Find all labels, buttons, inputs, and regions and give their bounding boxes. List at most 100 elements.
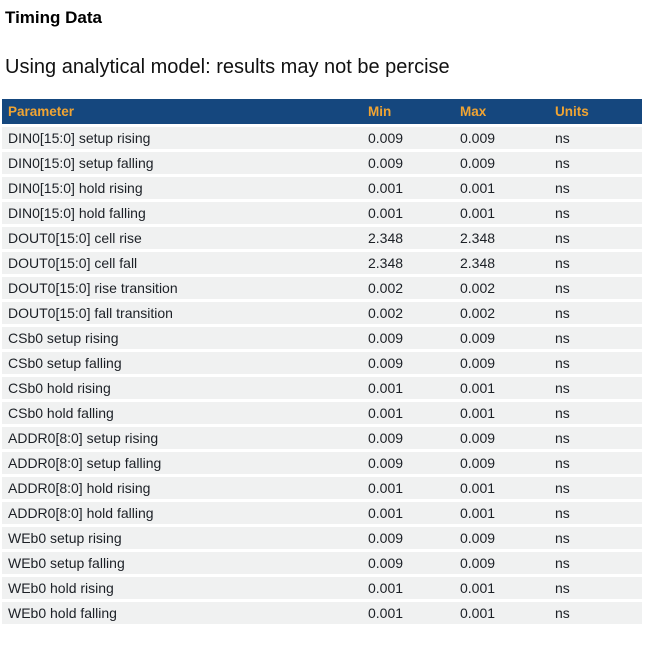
min-cell: 0.001: [366, 375, 458, 402]
table-row: WEb0 hold rising 0.001 0.001 ns: [2, 575, 642, 602]
page-subtitle: Using analytical model: results may not …: [5, 56, 450, 78]
min-cell: 0.009: [366, 150, 458, 177]
min-cell: 0.001: [366, 500, 458, 527]
parameter-cell: WEb0 setup rising: [2, 525, 366, 552]
units-cell: ns: [553, 325, 642, 352]
units-cell: ns: [553, 300, 642, 327]
max-cell: 0.001: [458, 475, 553, 502]
table-row: WEb0 setup rising 0.009 0.009 ns: [2, 525, 642, 552]
parameter-cell: DOUT0[15:0] rise transition: [2, 275, 366, 302]
min-cell: 0.001: [366, 200, 458, 227]
min-cell: 0.009: [366, 525, 458, 552]
parameter-cell: ADDR0[8:0] setup rising: [2, 425, 366, 452]
table-row: DOUT0[15:0] fall transition 0.002 0.002 ns: [2, 300, 642, 327]
table-row: CSb0 setup rising 0.009 0.009 ns: [2, 325, 642, 352]
table-row: DIN0[15:0] hold falling 0.001 0.001 ns: [2, 200, 642, 227]
table-row: CSb0 hold rising 0.001 0.001 ns: [2, 375, 642, 402]
table-row: ADDR0[8:0] setup falling 0.009 0.009 ns: [2, 450, 642, 477]
max-cell: 0.001: [458, 600, 553, 627]
max-cell: 2.348: [458, 225, 553, 252]
min-cell: 0.009: [366, 125, 458, 152]
parameter-cell: WEb0 hold rising: [2, 575, 366, 602]
page-title: Timing Data: [5, 8, 102, 27]
table-row: DIN0[15:0] setup falling 0.009 0.009 ns: [2, 150, 642, 177]
parameter-cell: CSb0 setup rising: [2, 325, 366, 352]
max-cell: 0.009: [458, 125, 553, 152]
parameter-cell: DIN0[15:0] hold rising: [2, 175, 366, 202]
units-cell: ns: [553, 575, 642, 602]
table-body: DIN0[15:0] setup rising 0.009 0.009 ns DIN0[…: [2, 125, 642, 627]
parameter-cell: ADDR0[8:0] hold falling: [2, 500, 366, 527]
units-cell: ns: [553, 475, 642, 502]
min-cell: 0.009: [366, 350, 458, 377]
min-cell: 2.348: [366, 225, 458, 252]
units-cell: ns: [553, 425, 642, 452]
min-cell: 0.002: [366, 300, 458, 327]
units-cell: ns: [553, 350, 642, 377]
max-cell: 0.009: [458, 550, 553, 577]
parameter-cell: DOUT0[15:0] fall transition: [2, 300, 366, 327]
max-cell: 0.001: [458, 200, 553, 227]
units-cell: ns: [553, 450, 642, 477]
column-header-max: Max: [458, 99, 553, 127]
parameter-cell: CSb0 hold rising: [2, 375, 366, 402]
min-cell: 0.009: [366, 550, 458, 577]
min-cell: 0.001: [366, 475, 458, 502]
max-cell: 0.002: [458, 300, 553, 327]
parameter-cell: DOUT0[15:0] cell fall: [2, 250, 366, 277]
table-row: DOUT0[15:0] cell fall 2.348 2.348 ns: [2, 250, 642, 277]
max-cell: 0.001: [458, 375, 553, 402]
units-cell: ns: [553, 150, 642, 177]
max-cell: 0.001: [458, 500, 553, 527]
table-row: DIN0[15:0] hold rising 0.001 0.001 ns: [2, 175, 642, 202]
units-cell: ns: [553, 225, 642, 252]
table-header-row: Parameter Min Max Units: [2, 99, 642, 127]
table-row: DOUT0[15:0] rise transition 0.002 0.002 ns: [2, 275, 642, 302]
units-cell: ns: [553, 525, 642, 552]
max-cell: 0.002: [458, 275, 553, 302]
max-cell: 2.348: [458, 250, 553, 277]
min-cell: 0.002: [366, 275, 458, 302]
parameter-cell: DIN0[15:0] hold falling: [2, 200, 366, 227]
max-cell: 0.009: [458, 425, 553, 452]
min-cell: 2.348: [366, 250, 458, 277]
max-cell: 0.009: [458, 325, 553, 352]
table-row: ADDR0[8:0] hold falling 0.001 0.001 ns: [2, 500, 642, 527]
parameter-cell: CSb0 setup falling: [2, 350, 366, 377]
max-cell: 0.001: [458, 175, 553, 202]
column-header-parameter: Parameter: [2, 99, 366, 127]
min-cell: 0.001: [366, 175, 458, 202]
max-cell: 0.009: [458, 525, 553, 552]
parameter-cell: CSb0 hold falling: [2, 400, 366, 427]
parameter-cell: WEb0 hold falling: [2, 600, 366, 627]
min-cell: 0.001: [366, 575, 458, 602]
table-row: CSb0 setup falling 0.009 0.009 ns: [2, 350, 642, 377]
table-row: ADDR0[8:0] hold rising 0.001 0.001 ns: [2, 475, 642, 502]
units-cell: ns: [553, 250, 642, 277]
column-header-units: Units: [553, 99, 642, 127]
parameter-cell: WEb0 setup falling: [2, 550, 366, 577]
parameter-cell: DOUT0[15:0] cell rise: [2, 225, 366, 252]
units-cell: ns: [553, 175, 642, 202]
parameter-cell: DIN0[15:0] setup rising: [2, 125, 366, 152]
units-cell: ns: [553, 550, 642, 577]
min-cell: 0.009: [366, 450, 458, 477]
min-cell: 0.001: [366, 400, 458, 427]
table-row: ADDR0[8:0] setup rising 0.009 0.009 ns: [2, 425, 642, 452]
max-cell: 0.009: [458, 350, 553, 377]
min-cell: 0.009: [366, 425, 458, 452]
max-cell: 0.001: [458, 400, 553, 427]
table-row: DOUT0[15:0] cell rise 2.348 2.348 ns: [2, 225, 642, 252]
parameter-cell: ADDR0[8:0] setup falling: [2, 450, 366, 477]
units-cell: ns: [553, 500, 642, 527]
table-row: DIN0[15:0] setup rising 0.009 0.009 ns: [2, 125, 642, 152]
units-cell: ns: [553, 200, 642, 227]
units-cell: ns: [553, 375, 642, 402]
max-cell: 0.009: [458, 450, 553, 477]
parameter-cell: ADDR0[8:0] hold rising: [2, 475, 366, 502]
parameter-cell: DIN0[15:0] setup falling: [2, 150, 366, 177]
table-row: WEb0 setup falling 0.009 0.009 ns: [2, 550, 642, 577]
max-cell: 0.009: [458, 150, 553, 177]
min-cell: 0.001: [366, 600, 458, 627]
min-cell: 0.009: [366, 325, 458, 352]
